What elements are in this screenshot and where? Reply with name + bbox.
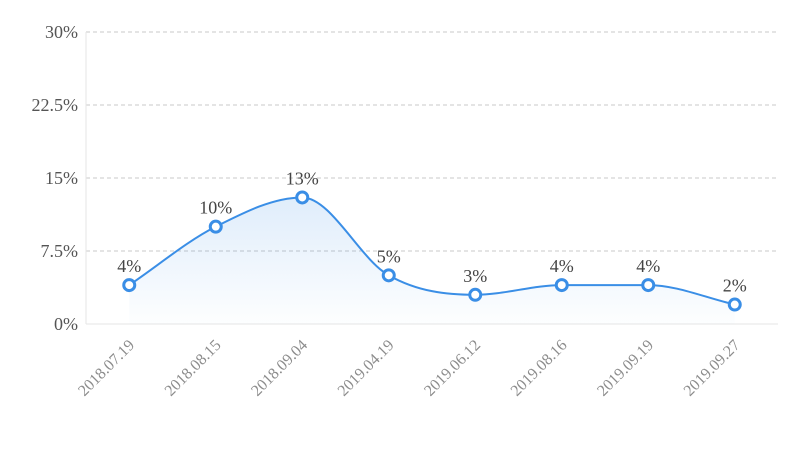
data-label: 10% <box>199 198 232 218</box>
data-point[interactable] <box>208 219 223 234</box>
y-tick-label: 30% <box>45 22 78 42</box>
x-axis-tick-labels: 2018.07.19 2018.08.15 2018.09.04 2019.04.19… <box>75 337 743 400</box>
data-label: 13% <box>286 168 319 188</box>
grid-lines <box>86 31 778 252</box>
x-tick-label: 2019.09.19 <box>594 337 657 400</box>
data-label: 4% <box>636 256 660 276</box>
data-label: 4% <box>550 256 574 276</box>
data-label: 3% <box>463 266 487 286</box>
x-tick-label: 2019.09.27 <box>681 337 744 400</box>
data-point[interactable] <box>295 190 310 205</box>
data-point[interactable] <box>727 297 742 312</box>
y-tick-label: 15% <box>45 168 78 188</box>
series-area-fill <box>129 197 735 324</box>
data-point[interactable] <box>641 278 656 293</box>
data-label: 5% <box>377 246 401 266</box>
x-tick-label: 2018.07.19 <box>75 337 138 400</box>
x-tick-label: 2019.04.19 <box>335 337 398 400</box>
x-tick-label: 2018.08.15 <box>162 337 225 400</box>
data-point[interactable] <box>554 278 569 293</box>
y-tick-label: 7.5% <box>41 241 79 261</box>
data-point[interactable] <box>122 278 137 293</box>
data-labels: 4% 10% 13% 5% 3% 4% 4% 2% <box>117 168 747 295</box>
x-tick-label: 2019.08.16 <box>508 337 571 400</box>
x-tick-label: 2018.09.04 <box>248 337 311 400</box>
data-label: 2% <box>723 276 747 296</box>
data-label: 4% <box>117 256 141 276</box>
x-tick-label: 2019.06.12 <box>421 337 484 400</box>
y-tick-label: 22.5% <box>32 95 79 115</box>
data-point[interactable] <box>381 268 396 283</box>
y-axis-tick-labels: 0% 7.5% 15% 22.5% 30% <box>32 22 79 334</box>
series-area <box>129 197 735 324</box>
y-tick-label: 0% <box>54 314 78 334</box>
data-points <box>122 190 742 312</box>
data-point[interactable] <box>468 287 483 302</box>
